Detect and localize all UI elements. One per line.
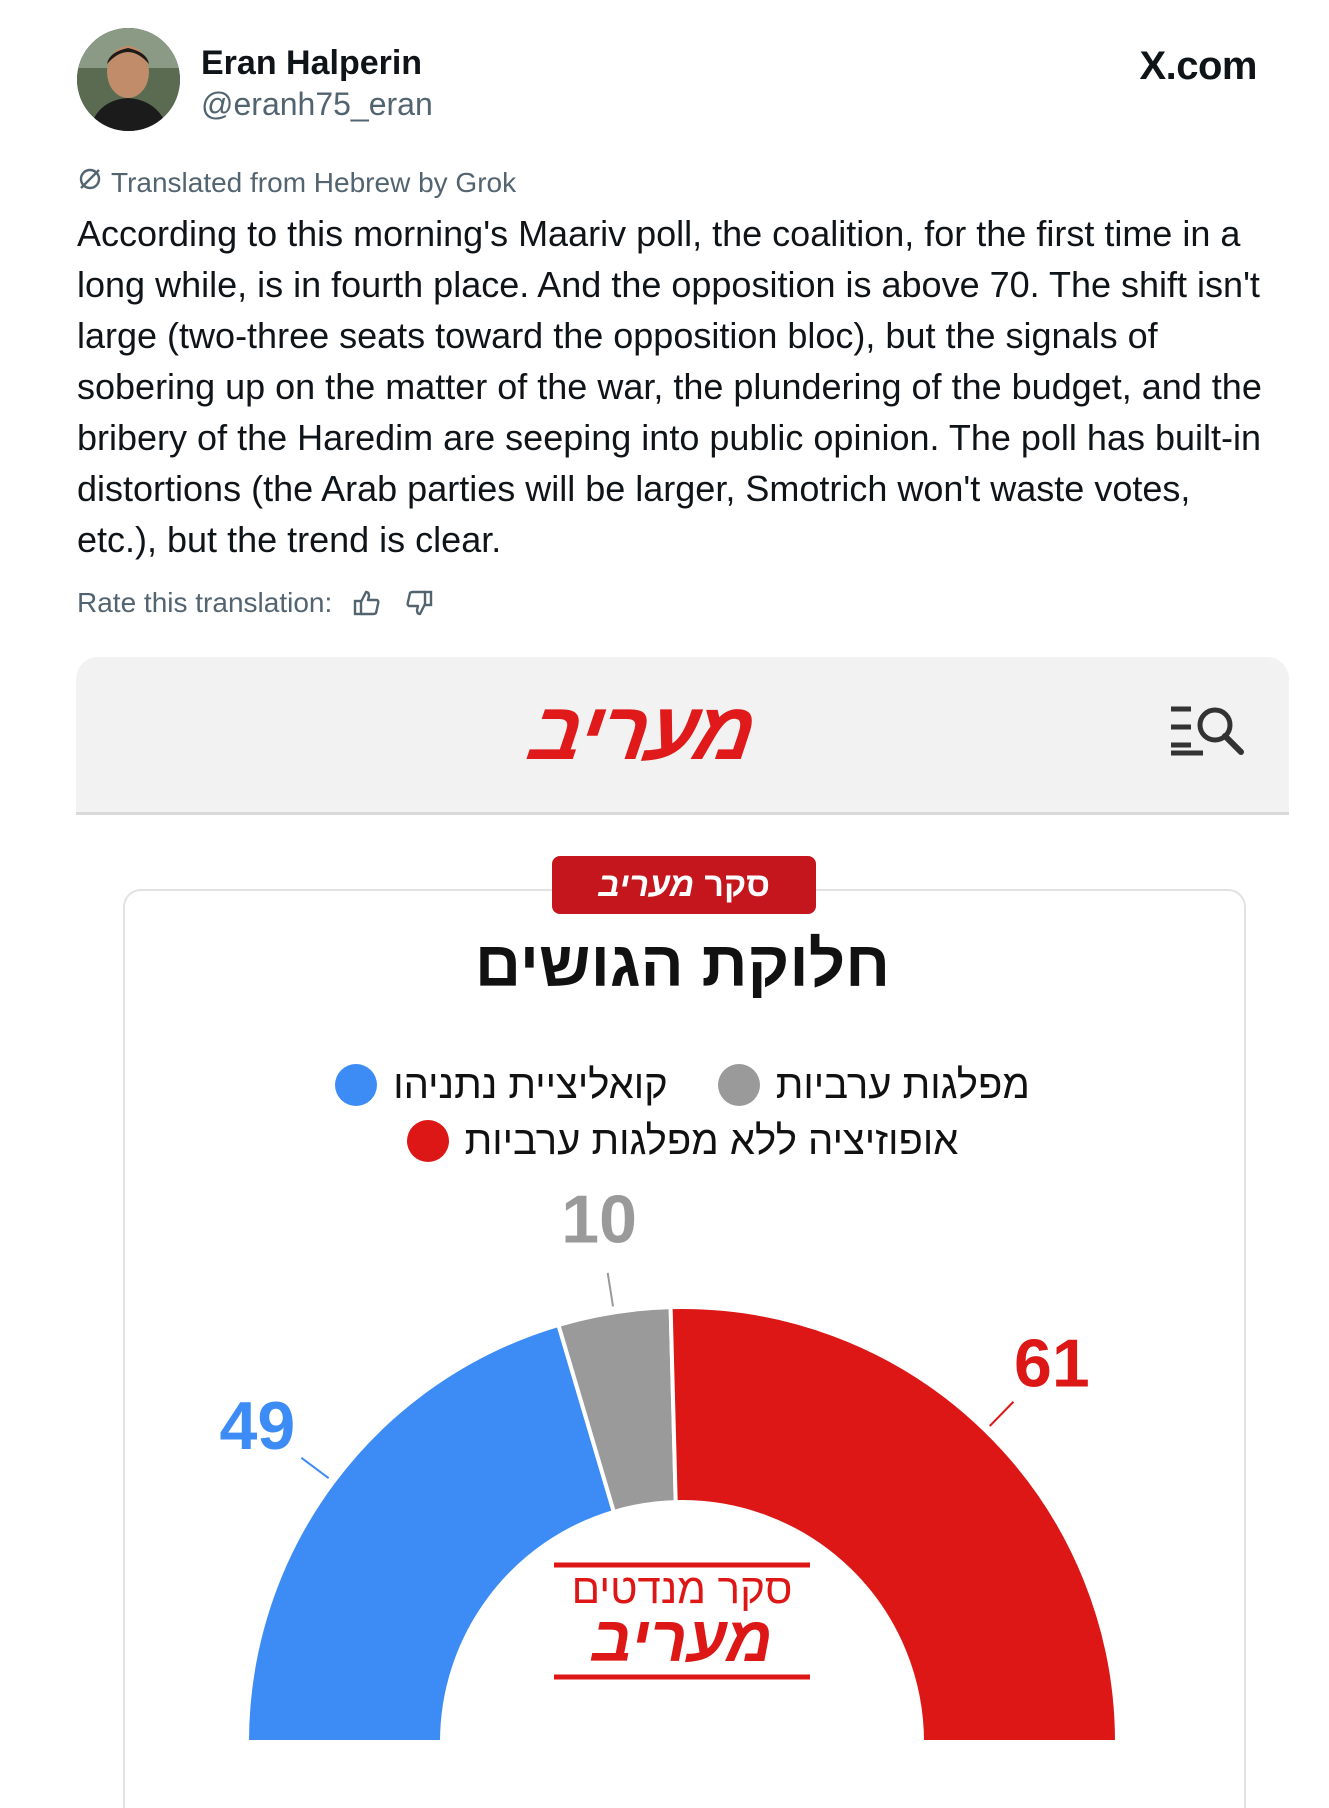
legend-item-opposition: אופוזיציה ללא מפלגות ערביות bbox=[406, 1118, 959, 1164]
menu-search-icon bbox=[1169, 699, 1251, 761]
value-label-coalition: 49 bbox=[220, 1388, 296, 1464]
author-handle[interactable]: @eranh75_eran bbox=[201, 86, 433, 122]
chart-title: חלוקת הגושים bbox=[474, 928, 891, 1000]
slice-opposition bbox=[668, 1305, 1120, 1744]
thumbs-up-icon[interactable] bbox=[350, 586, 384, 620]
poll-badge-prefix: סקר bbox=[704, 865, 770, 904]
site-brand[interactable]: X.com bbox=[1139, 44, 1257, 88]
author-name[interactable]: Eran Halperin bbox=[201, 44, 423, 82]
tweet-media[interactable]: מעריב סקר מעריב חלוקת הגושים מפלגות ערבי… bbox=[76, 657, 1289, 1808]
legend-label: קואליציית נתניהו bbox=[393, 1062, 668, 1107]
legend-row: מפלגות ערביות קואליציית נתניהו bbox=[76, 1057, 1289, 1113]
value-label-opposition: 61 bbox=[1014, 1325, 1090, 1401]
rate-label: Rate this translation: bbox=[77, 587, 333, 618]
legend-item-arab-parties: מפלגות ערביות bbox=[717, 1062, 1030, 1108]
tweet-text: According to this morning's Maariv poll,… bbox=[77, 213, 1262, 560]
legend-label: אופוזיציה ללא מפלגות ערביות bbox=[464, 1118, 959, 1163]
stamp-line-2: מעריב bbox=[590, 1603, 772, 1675]
leader-line bbox=[300, 1456, 330, 1479]
translation-label: Translated from Hebrew by Grok bbox=[77, 166, 516, 199]
poll-badge: סקר מעריב bbox=[552, 856, 816, 914]
translated-text: Translated from Hebrew by Grok bbox=[111, 166, 517, 198]
rate-translation: Rate this translation: bbox=[77, 586, 436, 620]
translate-icon bbox=[77, 166, 103, 199]
stamp-line-1: סקר מנדטים bbox=[572, 1565, 793, 1612]
maariv-header: מעריב bbox=[76, 657, 1289, 815]
legend-label: מפלגות ערביות bbox=[775, 1062, 1030, 1107]
chart-legend: מפלגות ערביות קואליציית נתניהו אופוזיציה… bbox=[76, 1057, 1289, 1169]
leader-line bbox=[989, 1401, 1015, 1427]
legend-swatch bbox=[335, 1064, 378, 1106]
legend-item-coalition: קואליציית נתניהו bbox=[335, 1063, 668, 1108]
legend-row: אופוזיציה ללא מפלגות ערביות bbox=[76, 1113, 1289, 1169]
poll-badge-brand: מעריב bbox=[598, 865, 695, 904]
legend-swatch bbox=[717, 1064, 760, 1106]
tweet-header: Eran Halperin @eranh75_eran X.com bbox=[77, 28, 1257, 138]
thumbs-down-icon[interactable] bbox=[402, 586, 436, 620]
avatar[interactable] bbox=[77, 28, 180, 131]
value-label-arab-parties: 10 bbox=[561, 1182, 637, 1258]
legend-swatch bbox=[406, 1120, 449, 1162]
slice-coalition bbox=[244, 1322, 617, 1744]
leader-line bbox=[606, 1272, 615, 1307]
